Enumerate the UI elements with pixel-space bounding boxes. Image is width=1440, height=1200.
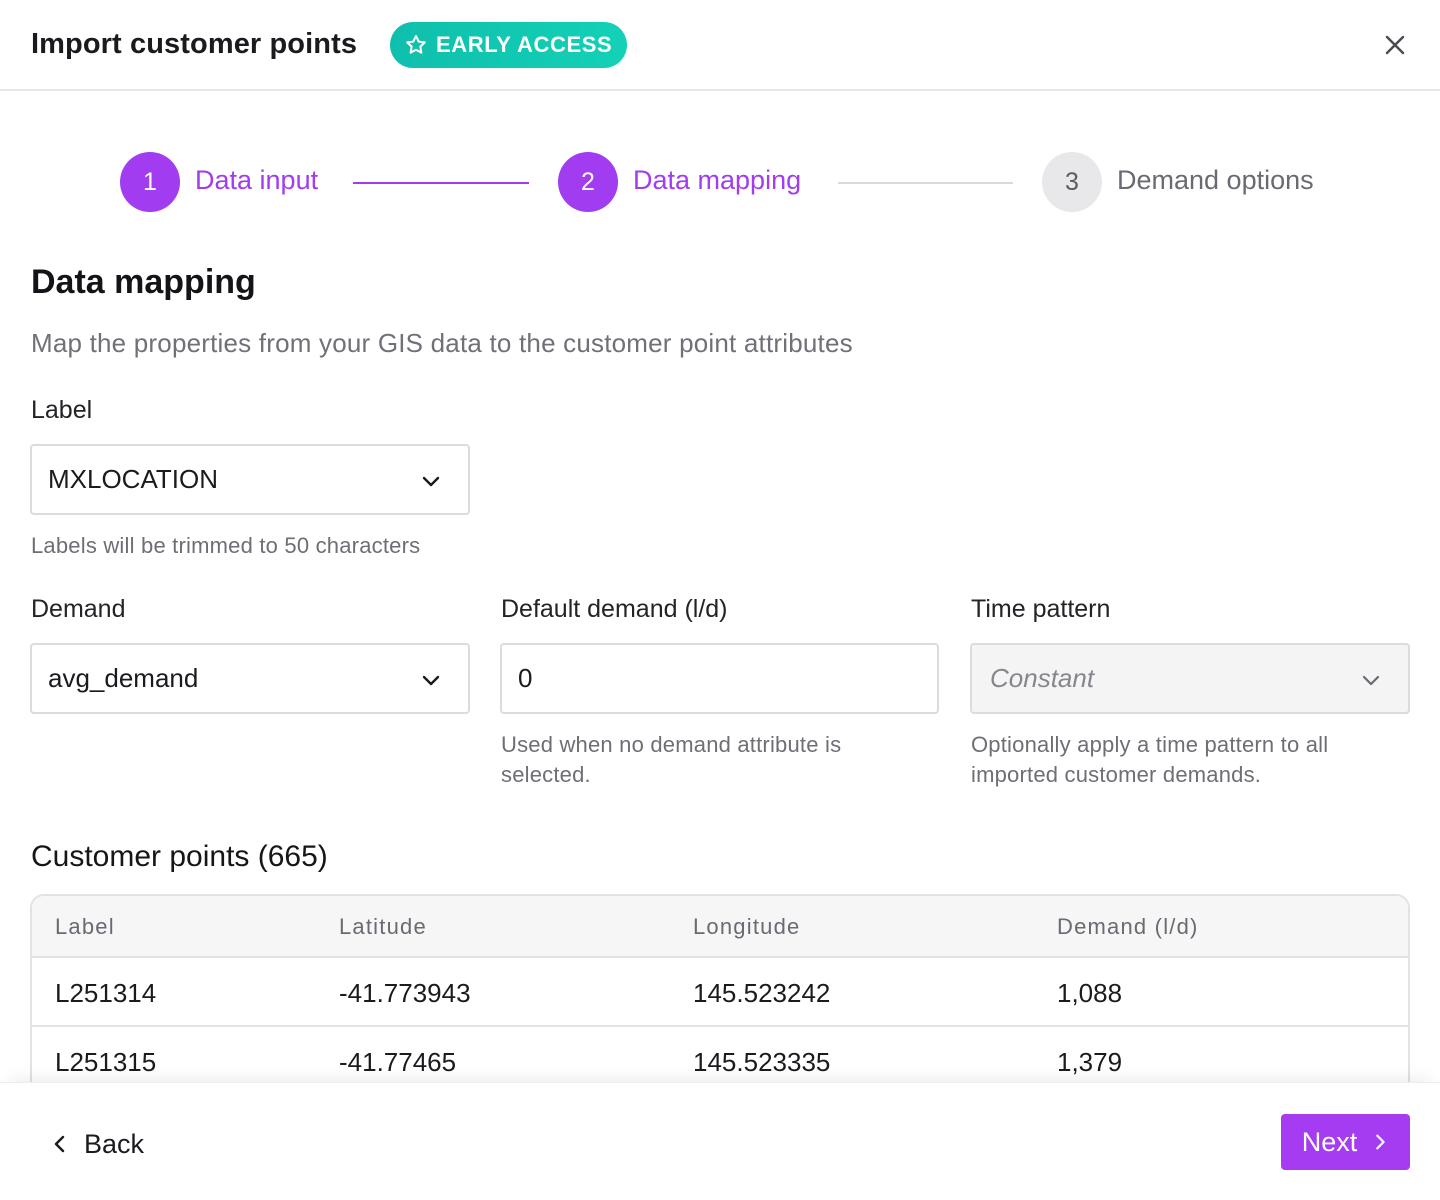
column-header-longitude: Longitude [693,914,801,939]
time-pattern-hint-line-1: Optionally apply a time pattern to all [971,732,1329,757]
time-pattern-hint: Optionally apply a time pattern to all i… [971,730,1328,790]
chevron-down-icon [422,476,440,487]
dialog-title: Import customer points [31,28,358,60]
column-header-label: Label [55,914,115,939]
cell-longitude: 145.523335 [693,1047,831,1077]
cell-latitude: -41.77465 [339,1047,457,1077]
cell-label: L251315 [55,1047,157,1077]
step-1-circle: 1 [120,152,180,212]
step-2-circle: 2 [558,152,618,212]
chevron-down-icon [1362,675,1380,686]
default-demand-hint-line-2: selected. [501,762,591,787]
label-select[interactable]: MXLOCATION [30,444,470,515]
cell-demand: 1,379 [1057,1047,1123,1077]
star-icon [406,35,426,54]
cell-latitude: -41.773943 [339,978,471,1008]
next-button-label: Next [1301,1126,1358,1157]
back-button-label: Back [84,1128,145,1159]
chevron-right-icon [1376,1134,1385,1150]
close-button[interactable] [1380,30,1410,60]
label-select-value: MXLOCATION [48,464,218,494]
step-3-circle: 3 [1042,152,1102,212]
table-row: L251314 -41.773943 145.523242 1,088 [32,958,1408,1027]
customer-points-title: Customer points (665) [31,840,328,873]
step-2-label: Data mapping [633,165,802,195]
chevron-down-icon [422,675,440,686]
cell-label: L251314 [55,978,157,1008]
demand-field-label: Demand [31,595,126,623]
time-pattern-select[interactable]: Constant [970,643,1410,714]
dialog-header: Import customer points EARLY ACCESS [0,0,1440,91]
cell-demand: 1,088 [1057,978,1123,1008]
label-hint: Labels will be trimmed to 50 characters [31,533,421,558]
default-demand-hint: Used when no demand attribute is selecte… [501,730,841,790]
column-header-demand: Demand (l/d) [1057,914,1199,939]
cell-longitude: 145.523242 [693,978,831,1008]
badge-label: EARLY ACCESS [436,32,613,57]
table-row: L251315 -41.77465 145.523335 1,379 [32,1027,1408,1096]
column-header-latitude: Latitude [339,914,427,939]
time-pattern-select-value: Constant [990,663,1095,693]
next-button[interactable]: Next [1281,1114,1410,1170]
step-connector-1 [353,182,529,184]
step-connector-2 [838,182,1013,184]
dialog-footer [0,1082,1440,1200]
time-pattern-field-label: Time pattern [971,595,1111,623]
default-demand-input[interactable] [500,643,939,714]
table-header: Label Latitude Longitude Demand (l/d) [32,896,1408,958]
step-3-label: Demand options [1117,165,1314,195]
close-icon [1385,35,1405,55]
demand-select-value: avg_demand [48,663,199,693]
demand-select[interactable]: avg_demand [30,643,470,714]
section-title: Data mapping [31,263,256,301]
default-demand-field-label: Default demand (l/d) [501,595,728,623]
section-description: Map the properties from your GIS data to… [31,328,853,358]
back-button[interactable]: Back [50,1124,144,1164]
time-pattern-hint-line-2: imported customer demands. [971,762,1262,787]
step-1-label: Data input [195,165,319,195]
label-field-label: Label [31,396,93,424]
chevron-left-icon [54,1135,65,1153]
early-access-badge: EARLY ACCESS [390,22,628,68]
default-demand-hint-line-1: Used when no demand attribute is [501,732,842,757]
